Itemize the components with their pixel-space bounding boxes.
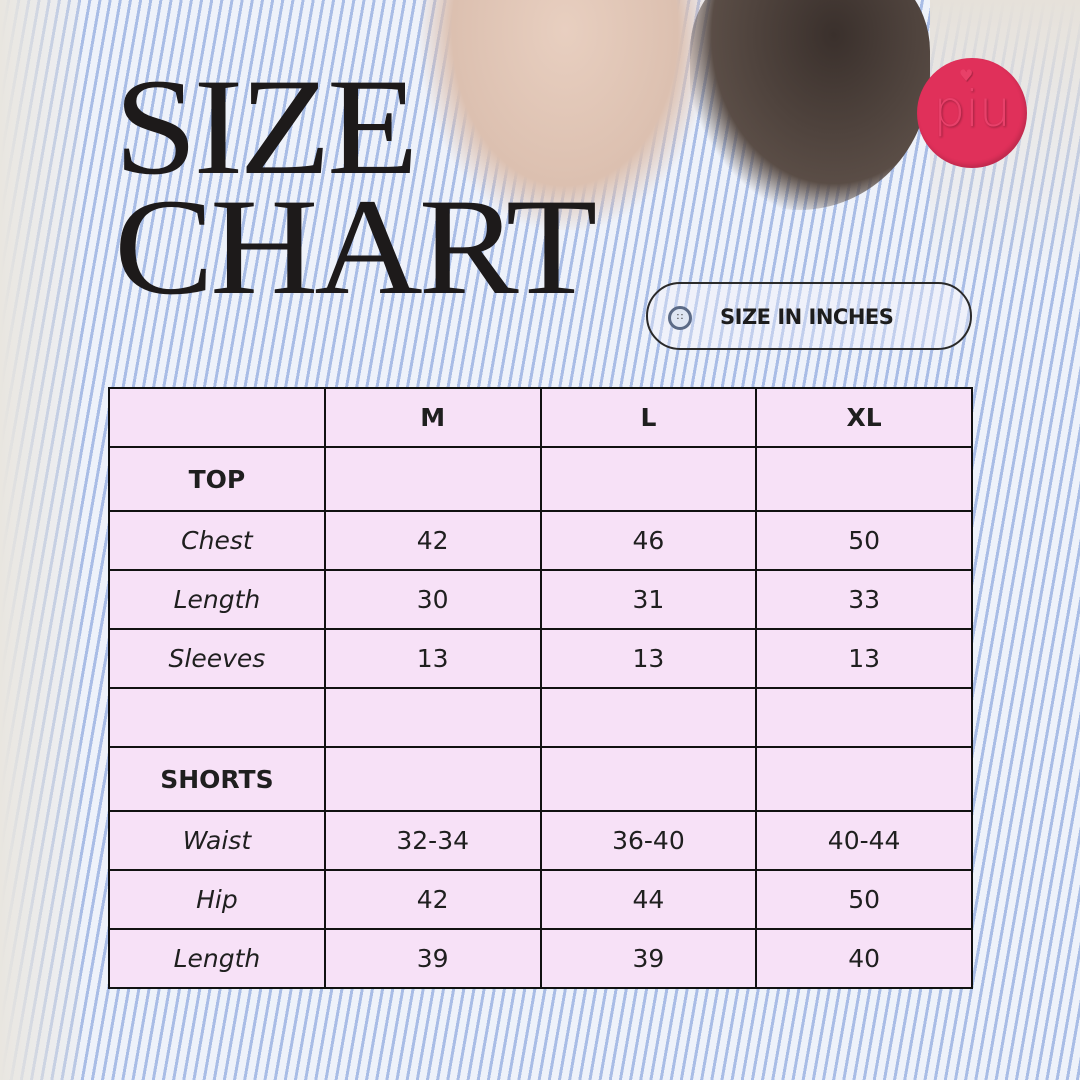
hearts-icon: ♥ xyxy=(959,66,974,85)
table-row: Length 30 31 33 xyxy=(108,569,973,630)
table-row: Hip 42 44 50 xyxy=(108,869,973,930)
row-label: Length xyxy=(108,569,326,630)
size-value: 31 xyxy=(539,569,758,630)
size-value: 44 xyxy=(539,869,758,930)
table-row: SHORTS xyxy=(108,746,973,812)
header-row: M L XL xyxy=(108,387,973,448)
row-label xyxy=(108,687,326,748)
size-value xyxy=(539,687,758,748)
row-label: TOP xyxy=(108,446,326,512)
title-line-1: SIZE xyxy=(114,50,419,204)
table-row: TOP xyxy=(108,446,973,512)
header-cell: XL xyxy=(755,387,973,448)
row-label: Length xyxy=(108,928,326,989)
size-table: M L XL TOP Chest 42 46 50 Length 30 31 33 Sleeves… xyxy=(108,387,973,989)
size-value xyxy=(755,687,973,748)
size-value xyxy=(323,446,542,512)
size-value: 42 xyxy=(323,869,542,930)
table-row: Length 39 39 40 xyxy=(108,928,973,989)
size-value: 13 xyxy=(755,628,973,689)
size-value: 30 xyxy=(323,569,542,630)
size-value xyxy=(539,746,758,812)
header-cell: L xyxy=(539,387,758,448)
row-label: SHORTS xyxy=(108,746,326,812)
size-value: 46 xyxy=(539,510,758,571)
button-icon: ∷ xyxy=(668,306,692,330)
size-value: 32-34 xyxy=(323,810,542,871)
size-value: 36-40 xyxy=(539,810,758,871)
size-value: 33 xyxy=(755,569,973,630)
brand-logo: ♥ piu xyxy=(917,58,1027,168)
size-value: 13 xyxy=(323,628,542,689)
model-neck xyxy=(420,0,710,230)
size-value xyxy=(755,446,973,512)
size-value: 42 xyxy=(323,510,542,571)
size-value: 40 xyxy=(755,928,973,989)
row-label: Sleeves xyxy=(108,628,326,689)
size-unit-badge: ∷ SIZE IN INCHES xyxy=(646,282,972,350)
title-line-2: CHART xyxy=(114,170,597,324)
logo-text: piu xyxy=(933,80,1011,138)
size-value xyxy=(323,746,542,812)
table-row xyxy=(108,687,973,748)
size-value: 50 xyxy=(755,869,973,930)
background-wall xyxy=(0,0,80,1080)
size-unit-label: SIZE IN INCHES xyxy=(720,305,894,329)
table-row: Waist 32-34 36-40 40-44 xyxy=(108,810,973,871)
header-cell: M xyxy=(323,387,542,448)
size-value xyxy=(755,746,973,812)
size-value xyxy=(323,687,542,748)
size-value: 39 xyxy=(539,928,758,989)
size-value: 50 xyxy=(755,510,973,571)
size-value xyxy=(539,446,758,512)
size-value: 13 xyxy=(539,628,758,689)
table-row: Chest 42 46 50 xyxy=(108,510,973,571)
model-hair xyxy=(690,0,930,210)
header-cell xyxy=(108,387,326,448)
row-label: Hip xyxy=(108,869,326,930)
size-value: 39 xyxy=(323,928,542,989)
row-label: Waist xyxy=(108,810,326,871)
table-row: Sleeves 13 13 13 xyxy=(108,628,973,689)
row-label: Chest xyxy=(108,510,326,571)
size-value: 40-44 xyxy=(755,810,973,871)
